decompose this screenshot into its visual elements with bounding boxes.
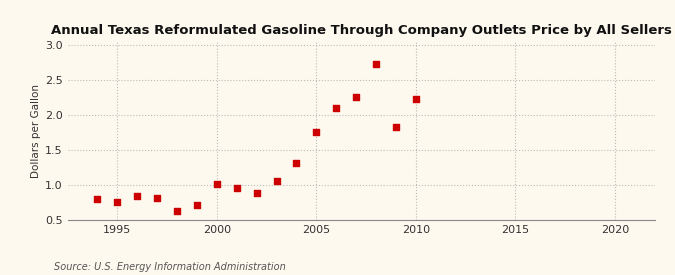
Point — [152, 196, 163, 200]
Point — [92, 197, 103, 201]
Point — [351, 94, 362, 99]
Text: Source: U.S. Energy Information Administration: Source: U.S. Energy Information Administ… — [54, 262, 286, 272]
Point — [171, 209, 182, 213]
Title: Annual Texas Reformulated Gasoline Through Company Outlets Price by All Sellers: Annual Texas Reformulated Gasoline Throu… — [51, 24, 672, 37]
Point — [410, 97, 421, 102]
Point — [271, 179, 282, 184]
Point — [192, 203, 202, 207]
Point — [371, 62, 381, 67]
Point — [251, 191, 262, 195]
Point — [391, 125, 402, 130]
Point — [232, 186, 242, 190]
Point — [211, 181, 222, 186]
Point — [132, 194, 142, 198]
Point — [291, 160, 302, 165]
Point — [112, 200, 123, 204]
Point — [311, 130, 322, 134]
Y-axis label: Dollars per Gallon: Dollars per Gallon — [31, 84, 40, 178]
Point — [331, 106, 342, 110]
